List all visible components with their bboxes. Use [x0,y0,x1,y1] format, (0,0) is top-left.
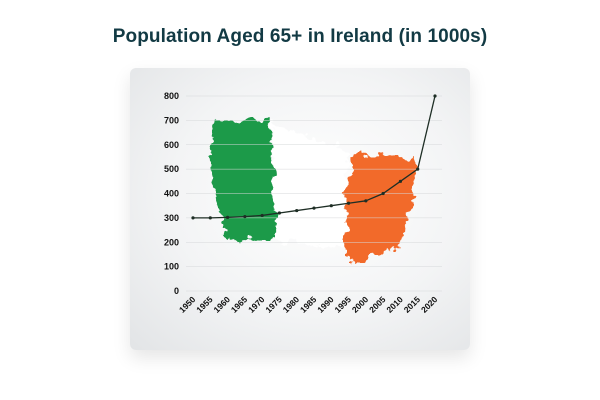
x-tick-label: 2000 [350,294,371,315]
x-tick-label: 2010 [384,294,405,315]
ireland-flag-graphic [210,118,416,264]
x-tick-label: 1985 [298,294,319,315]
data-point [277,211,282,215]
y-tick-label: 100 [164,262,179,272]
x-tick-label: 1975 [263,294,284,315]
data-point [191,216,195,220]
data-point [312,206,316,210]
flag-white-stripe [272,124,346,250]
x-tick-label: 1980 [281,294,302,315]
data-point [346,201,351,205]
data-point [364,199,368,203]
y-tick-label: 400 [164,189,179,199]
x-axis-ticks: 1950195519601965197019751980198519901995… [177,294,440,315]
y-tick-label: 600 [164,140,179,150]
y-tick-label: 300 [164,213,179,223]
data-point [433,94,437,98]
series-line-group [191,94,437,220]
x-tick-label: 2020 [419,294,440,315]
flag-green-stripe [210,118,276,240]
x-tick-label: 2015 [402,294,423,315]
flag-orange-stripe [344,154,416,264]
data-point [208,216,212,220]
data-point [329,204,333,208]
chart-title: Population Aged 65+ in Ireland (in 1000s… [112,26,488,47]
x-tick-label: 1965 [229,294,250,315]
y-tick-label: 700 [164,115,179,125]
data-point [295,208,299,213]
x-tick-label: 2005 [367,294,388,315]
y-tick-label: 200 [164,237,179,247]
y-axis-ticks: 0 100 200 300 400 500 600 700 800 [164,91,179,296]
x-tick-label: 1955 [194,294,215,315]
data-point [243,215,247,219]
x-tick-label: 1990 [315,294,336,315]
data-point [225,215,230,219]
x-tick-label: 1995 [333,294,354,315]
y-tick-label: 800 [164,91,179,101]
x-tick-label: 1970 [246,294,267,315]
data-point [398,179,403,183]
y-tick-label: 0 [174,286,179,296]
data-point [381,191,385,196]
x-tick-label: 1960 [212,294,233,315]
data-point [260,213,264,218]
y-tick-label: 500 [164,164,179,174]
data-point [416,167,420,171]
x-tick-label: 1950 [177,294,198,315]
